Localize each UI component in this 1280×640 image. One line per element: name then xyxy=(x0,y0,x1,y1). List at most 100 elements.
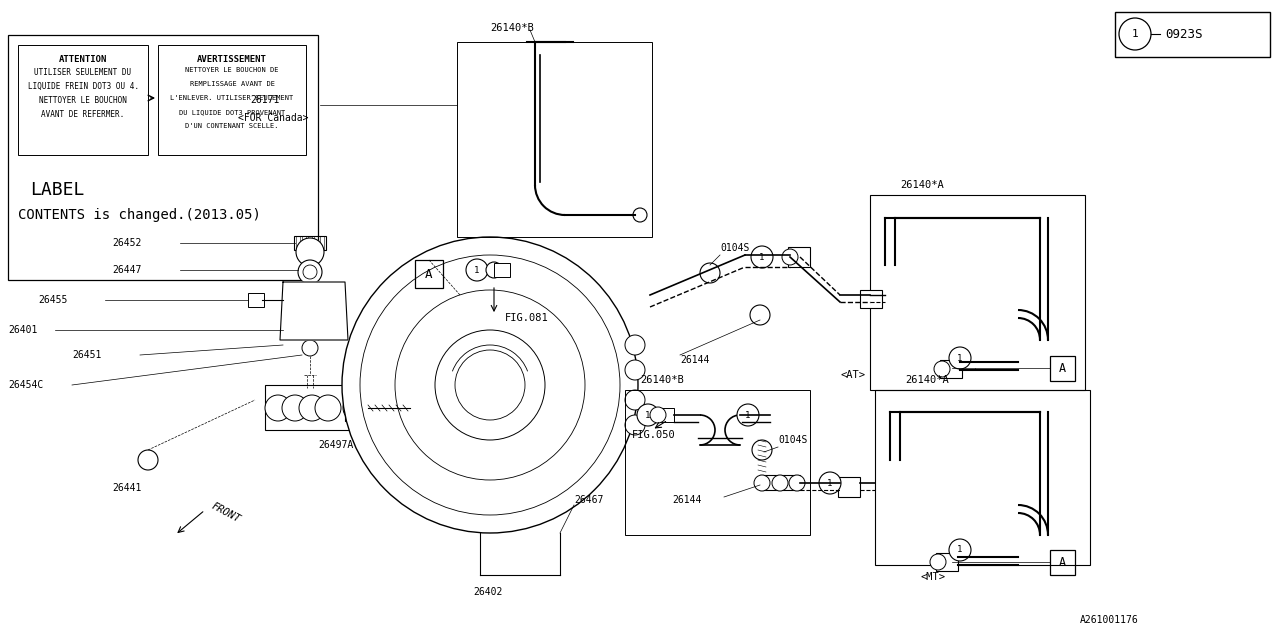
Circle shape xyxy=(737,404,759,426)
Circle shape xyxy=(302,300,323,320)
Bar xyxy=(936,553,957,571)
Text: ATTENTION: ATTENTION xyxy=(59,55,108,64)
Circle shape xyxy=(948,347,972,369)
Circle shape xyxy=(625,335,645,355)
Circle shape xyxy=(700,263,721,283)
Text: 26402: 26402 xyxy=(474,587,503,597)
Circle shape xyxy=(754,475,771,491)
Text: 26171: 26171 xyxy=(250,95,279,105)
Circle shape xyxy=(650,407,666,423)
Text: 1: 1 xyxy=(827,479,833,488)
Text: A261001176: A261001176 xyxy=(1080,615,1139,625)
Bar xyxy=(320,236,324,250)
Bar xyxy=(265,385,365,430)
Text: 26144: 26144 xyxy=(672,495,701,505)
Circle shape xyxy=(315,395,340,421)
Text: 1: 1 xyxy=(1132,29,1138,39)
Text: 1: 1 xyxy=(957,545,963,554)
Text: D'UN CONTENANT SCELLE.: D'UN CONTENANT SCELLE. xyxy=(186,123,279,129)
Bar xyxy=(625,390,810,535)
Bar xyxy=(248,293,264,307)
Bar xyxy=(294,236,326,250)
Bar xyxy=(346,395,367,421)
Text: L'ENLEVER. UTILISER SEULEMENT: L'ENLEVER. UTILISER SEULEMENT xyxy=(170,95,293,101)
Bar xyxy=(1050,356,1075,381)
Text: 26140*B: 26140*B xyxy=(640,375,684,385)
Text: AVANT DE REFERMER.: AVANT DE REFERMER. xyxy=(41,109,124,118)
Text: LIQUIDE FREIN DOT3 OU 4.: LIQUIDE FREIN DOT3 OU 4. xyxy=(27,81,138,90)
Bar xyxy=(314,236,317,250)
Circle shape xyxy=(396,290,585,480)
Text: 0104S: 0104S xyxy=(778,435,808,445)
Circle shape xyxy=(303,265,317,279)
Circle shape xyxy=(265,395,291,421)
Circle shape xyxy=(343,395,369,421)
Circle shape xyxy=(486,262,502,278)
Circle shape xyxy=(298,260,323,284)
Circle shape xyxy=(282,395,308,421)
Circle shape xyxy=(435,330,545,440)
Circle shape xyxy=(296,238,324,266)
Bar xyxy=(876,390,1091,565)
Circle shape xyxy=(625,415,645,435)
Text: 26441: 26441 xyxy=(113,483,141,493)
Circle shape xyxy=(294,292,330,328)
Bar xyxy=(8,35,317,280)
Circle shape xyxy=(948,539,972,561)
Bar xyxy=(657,408,675,422)
Text: A: A xyxy=(1059,556,1065,568)
Bar xyxy=(157,45,306,155)
Text: FRONT: FRONT xyxy=(210,501,242,525)
Circle shape xyxy=(300,395,325,421)
Bar xyxy=(1050,550,1075,575)
Circle shape xyxy=(302,340,317,356)
Text: 26497A: 26497A xyxy=(317,440,353,450)
Bar xyxy=(302,236,306,250)
Text: 26467: 26467 xyxy=(573,495,603,505)
Text: A: A xyxy=(1059,362,1065,374)
Circle shape xyxy=(772,475,788,491)
Bar xyxy=(457,42,652,237)
Text: 26447: 26447 xyxy=(113,265,141,275)
Bar xyxy=(415,260,443,288)
Text: 1: 1 xyxy=(745,410,750,419)
Circle shape xyxy=(934,361,950,377)
Circle shape xyxy=(751,246,773,268)
Text: LABEL: LABEL xyxy=(29,181,84,199)
Text: 1: 1 xyxy=(475,266,480,275)
Text: 26401: 26401 xyxy=(8,325,37,335)
Text: 0104S: 0104S xyxy=(721,243,749,253)
Circle shape xyxy=(782,249,797,265)
Text: NETTOYER LE BOUCHON: NETTOYER LE BOUCHON xyxy=(40,95,127,104)
Circle shape xyxy=(750,305,771,325)
Circle shape xyxy=(1119,18,1151,50)
Bar xyxy=(308,236,312,250)
Text: <MT>: <MT> xyxy=(920,572,945,582)
Bar xyxy=(940,360,963,378)
Circle shape xyxy=(466,259,488,281)
Text: 26140*A: 26140*A xyxy=(900,180,943,190)
Text: NETTOYER LE BOUCHON DE: NETTOYER LE BOUCHON DE xyxy=(186,67,279,73)
Text: REMPLISSAGE AVANT DE: REMPLISSAGE AVANT DE xyxy=(189,81,274,87)
Circle shape xyxy=(342,237,637,533)
Polygon shape xyxy=(280,282,348,340)
Text: 26140*A: 26140*A xyxy=(905,375,948,385)
Text: 26455: 26455 xyxy=(38,295,68,305)
Text: FIG.081: FIG.081 xyxy=(506,313,549,323)
Text: 26451: 26451 xyxy=(72,350,101,360)
Text: <FOR Canada>: <FOR Canada> xyxy=(238,113,308,123)
Bar xyxy=(788,247,810,267)
Bar xyxy=(1115,12,1270,57)
Text: 26144: 26144 xyxy=(680,355,709,365)
Bar xyxy=(860,290,882,308)
Text: CONTENTS is changed.(2013.05): CONTENTS is changed.(2013.05) xyxy=(18,208,261,222)
Circle shape xyxy=(625,390,645,410)
Text: UTILISER SEULEMENT DU: UTILISER SEULEMENT DU xyxy=(35,67,132,77)
Text: <AT>: <AT> xyxy=(840,370,865,380)
Text: 26452: 26452 xyxy=(113,238,141,248)
Text: A: A xyxy=(425,268,433,280)
Bar xyxy=(18,45,148,155)
Bar xyxy=(296,236,300,250)
Circle shape xyxy=(634,208,646,222)
Circle shape xyxy=(753,440,772,460)
